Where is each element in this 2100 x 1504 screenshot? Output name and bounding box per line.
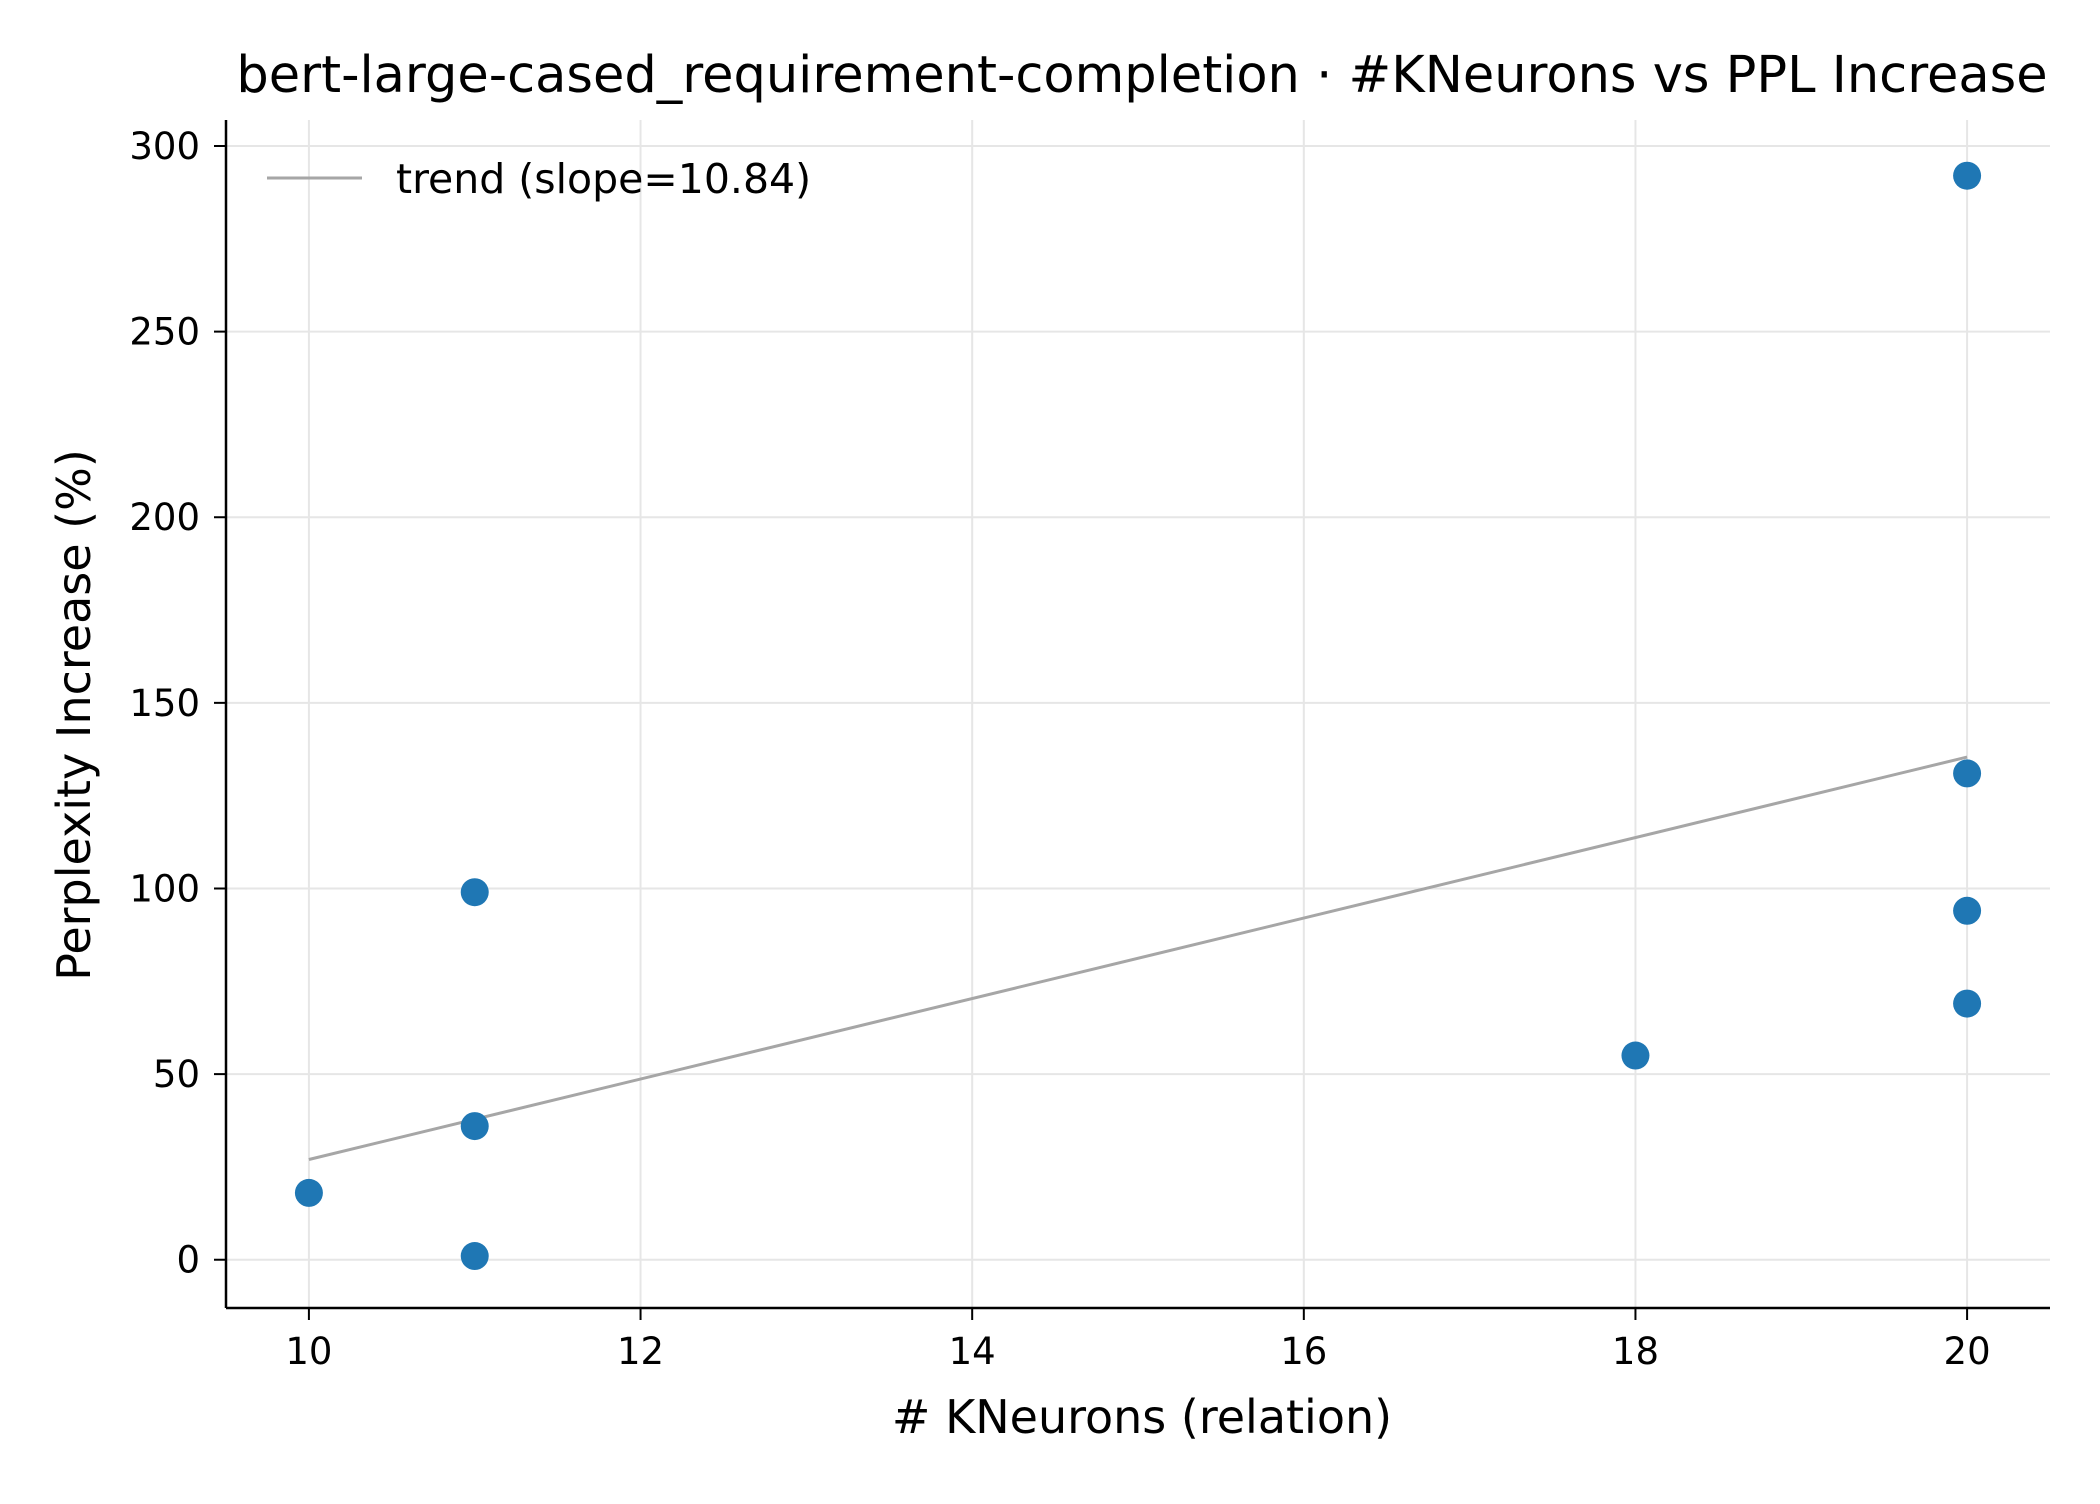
y-tick-label: 50 [153,1053,200,1096]
x-tick-label: 20 [1944,1330,1991,1373]
x-tick-label: 12 [617,1330,664,1373]
data-point [460,878,489,907]
x-tick-label: 18 [1612,1330,1659,1373]
legend: trend (slope=10.84) [267,155,811,203]
data-point [1953,161,1982,190]
legend-trend-label: trend (slope=10.84) [396,155,811,203]
y-tick-label: 0 [176,1239,200,1282]
data-point [1621,1041,1650,1070]
y-axis-label: Perplexity Increase (%) [47,449,101,981]
x-tick-label: 10 [285,1330,332,1373]
y-tick-label: 150 [129,682,200,725]
data-point [1953,759,1982,788]
data-point [460,1242,489,1271]
y-tick-label: 250 [129,311,200,354]
y-tick-label: 300 [129,125,200,168]
y-tick-label: 200 [129,496,200,539]
points-layer [294,161,1982,1271]
data-point [460,1112,489,1141]
x-tick-label: 14 [949,1330,996,1373]
x-tick-label: 16 [1280,1330,1327,1373]
trend-layer [308,755,1968,1161]
grid-layer [226,120,2050,1308]
x-axis-label: # KNeurons (relation) [892,1390,1392,1444]
data-point [1953,989,1982,1018]
axes-layer [224,120,2050,1310]
chart-title: bert-large-cased_requirement-completion … [236,46,2047,105]
data-point [294,1178,323,1207]
y-tick-label: 100 [129,867,200,910]
trend-line [308,755,1968,1161]
data-point [1953,896,1982,925]
